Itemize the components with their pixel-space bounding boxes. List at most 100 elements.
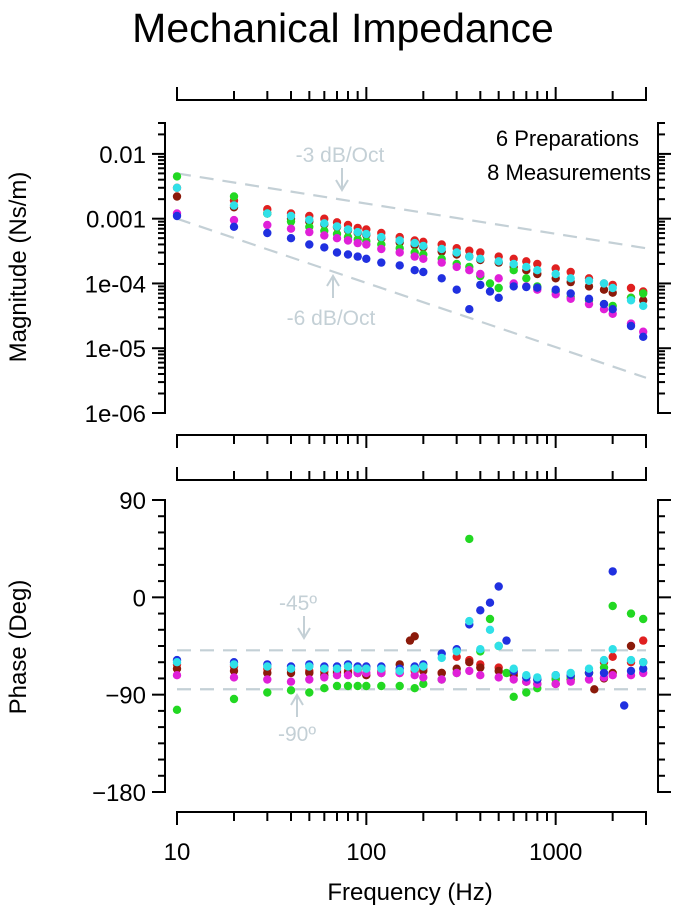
- magnitude-point-s5: [362, 254, 371, 263]
- phase-point-s3: [608, 601, 617, 611]
- magnitude-point-s5: [452, 285, 461, 294]
- phase-point-s3: [263, 688, 272, 697]
- magnitude-point-s6: [172, 183, 182, 192]
- magnitude-point-s5: [494, 293, 503, 302]
- phase-point-s6: [437, 653, 446, 663]
- magnitude-point-s6: [509, 259, 518, 269]
- magnitude-point-s3: [639, 289, 648, 298]
- magnitude-point-s4: [332, 234, 342, 243]
- magnitude-point-s1: [533, 259, 542, 269]
- magnitude-point-s6: [410, 238, 419, 248]
- phase-point-s6: [320, 664, 329, 673]
- phase-point-s6: [353, 664, 362, 673]
- magnitude-point-s5: [377, 258, 386, 267]
- magnitude-tick-label: 1e-04: [85, 271, 146, 298]
- phase-point-s3: [465, 534, 474, 544]
- magnitude-point-s6: [286, 211, 296, 221]
- phase-point-s4: [452, 668, 461, 678]
- phase-point-s5: [502, 636, 511, 645]
- phase-data-points: [172, 534, 648, 714]
- magnitude-point-s4: [229, 215, 239, 225]
- phase-point-s6: [305, 662, 314, 671]
- phase-point-s6: [485, 625, 495, 634]
- phase-point-s6: [551, 671, 560, 680]
- chart-title: Mechanical Impedance: [132, 5, 554, 51]
- phase-point-s2: [476, 663, 485, 672]
- magnitude-point-s6: [584, 276, 594, 285]
- magnitude-point-s4: [305, 227, 314, 237]
- magnitude-point-s3: [172, 172, 182, 181]
- magnitude-point-s5: [343, 250, 353, 259]
- magnitude-point-s5: [320, 243, 329, 252]
- magnitude-point-s5: [608, 305, 617, 314]
- magnitude-data-points: [172, 172, 648, 341]
- phase-point-s5: [476, 606, 485, 615]
- magnitude-tick-label: 1e-06: [85, 401, 146, 428]
- phase-point-s5: [608, 567, 617, 576]
- magnitude-point-s6: [263, 209, 272, 218]
- magnitude-point-s5: [229, 222, 239, 231]
- phase-point-s6: [608, 645, 617, 654]
- phase-point-s6: [522, 671, 531, 680]
- phase-point-s3: [362, 681, 371, 691]
- phase-point-s4: [476, 671, 485, 680]
- magnitude-point-s5: [485, 287, 495, 296]
- magnitude-point-s6: [362, 229, 371, 239]
- phase-point-s3: [353, 681, 362, 691]
- magnitude-point-s6: [522, 262, 531, 272]
- phase-point-s3: [332, 681, 342, 691]
- legend-measurements: 8 Measurements: [487, 160, 651, 185]
- magnitude-point-s6: [437, 244, 446, 254]
- phase-axes: 90 0 −90 −180 10 100 1000: [92, 467, 671, 866]
- magnitude-panel: -3 dB/Oct -6 dB/Oct 1e-06 1e-05 1e-04 0.001 0…: [5, 87, 671, 448]
- magnitude-point-s6: [320, 219, 329, 228]
- phase-point-s3: [286, 686, 296, 695]
- phase-point-s6: [639, 658, 648, 667]
- phase-point-s6: [362, 664, 371, 673]
- slope-guide-line-2: [176, 217, 647, 379]
- frequency-tick-label: 1000: [529, 839, 582, 866]
- phase-point-s4: [229, 673, 239, 682]
- phase-point-s3: [522, 688, 531, 697]
- magnitude-tick-label: 1e-05: [85, 336, 146, 363]
- phase-point-s2: [263, 668, 272, 678]
- magnitude-point-s4: [395, 248, 404, 257]
- phase-point-s4: [410, 671, 419, 680]
- phase-point-s3: [377, 681, 386, 691]
- magnitude-point-s6: [533, 266, 542, 275]
- phase-point-s4: [286, 677, 296, 686]
- magnitude-point-s1: [566, 267, 575, 277]
- down-arrow-icon: [297, 616, 311, 640]
- magnitude-point-s6: [465, 252, 474, 261]
- phase-point-s6: [419, 662, 428, 671]
- magnitude-point-s4: [452, 262, 461, 272]
- magnitude-point-s1: [476, 248, 485, 257]
- magnitude-point-s6: [395, 236, 404, 245]
- magnitude-point-s4: [320, 231, 329, 240]
- phase-point-s4: [419, 673, 428, 682]
- phase-point-s4: [584, 675, 594, 684]
- magnitude-point-s4: [353, 238, 362, 248]
- phase-axis-label: Phase (Deg): [5, 580, 32, 715]
- phase-point-s5: [639, 664, 648, 673]
- frequency-axis-label: Frequency (Hz): [327, 879, 492, 906]
- phase-point-s4: [465, 666, 474, 676]
- magnitude-point-s6: [332, 222, 342, 231]
- magnitude-point-s5: [533, 283, 542, 292]
- phase-point-s6: [395, 666, 404, 676]
- phase-point-s6: [476, 645, 485, 654]
- magnitude-point-s4: [494, 274, 503, 283]
- magnitude-point-s6: [377, 232, 386, 242]
- phase-point-s5: [620, 701, 629, 710]
- slope-label-3db: -3 dB/Oct: [296, 144, 385, 167]
- phase-label-90: -90º: [278, 723, 316, 746]
- phase-point-s3: [320, 684, 329, 693]
- magnitude-point-s6: [551, 269, 560, 279]
- slope-label-6db: -6 dB/Oct: [287, 307, 376, 330]
- phase-point-s4: [437, 675, 446, 684]
- phase-point-s4: [320, 673, 329, 682]
- magnitude-point-s3: [229, 192, 239, 201]
- magnitude-point-s5: [419, 267, 428, 277]
- magnitude-point-s5: [509, 282, 518, 291]
